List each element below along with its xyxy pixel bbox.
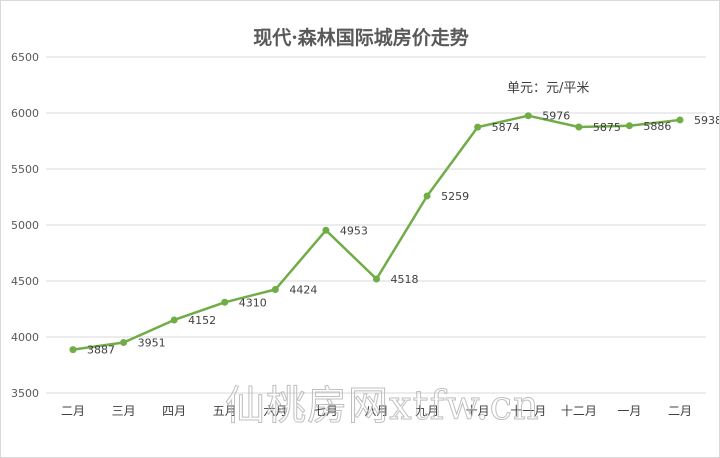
data-label: 4152 xyxy=(188,314,216,327)
x-tick-label: 八月 xyxy=(364,404,388,418)
x-tick-label: 四月 xyxy=(162,404,186,418)
x-tick-label: 十一月 xyxy=(510,404,546,418)
x-tick-label: 十月 xyxy=(466,404,490,418)
data-point xyxy=(221,298,229,306)
data-label: 5259 xyxy=(441,190,469,203)
data-label: 4518 xyxy=(391,273,419,286)
x-tick-label: 九月 xyxy=(415,404,439,418)
x-tick-label: 二月 xyxy=(668,404,692,418)
watermark: 仙桃房网xtfw.cn xyxy=(225,383,540,430)
y-tick-label: 4500 xyxy=(11,275,39,288)
data-label: 4310 xyxy=(239,296,267,309)
y-tick-label: 3500 xyxy=(11,387,39,400)
data-label: 4424 xyxy=(289,284,317,297)
x-tick-label: 三月 xyxy=(112,404,136,418)
data-label: 5875 xyxy=(593,121,621,134)
data-point xyxy=(625,122,633,130)
series-line xyxy=(72,114,681,351)
chart-title: 现代·森林国际城房价走势 xyxy=(253,27,469,49)
data-point xyxy=(170,316,178,324)
data-point xyxy=(474,123,482,131)
data-point xyxy=(322,226,330,234)
unit-label: 单元：元/平米 xyxy=(507,81,590,96)
data-label: 5976 xyxy=(542,110,570,123)
data-point xyxy=(271,286,279,294)
y-tick-label: 4000 xyxy=(11,331,39,344)
x-tick-label: 七月 xyxy=(314,404,338,418)
data-point xyxy=(69,346,77,354)
y-tick-label: 6500 xyxy=(11,51,39,64)
x-tick-label: 六月 xyxy=(263,404,287,418)
y-tick-label: 6000 xyxy=(11,107,39,120)
data-point xyxy=(676,116,684,124)
data-label: 3887 xyxy=(87,344,115,357)
data-label: 4953 xyxy=(340,224,368,237)
data-point xyxy=(524,112,532,120)
x-tick-label: 一月 xyxy=(617,404,641,418)
data-label: 5886 xyxy=(643,120,671,133)
data-point xyxy=(575,123,583,131)
y-tick-label: 5000 xyxy=(11,219,39,232)
x-tick-label: 五月 xyxy=(213,404,237,418)
data-label: 3951 xyxy=(138,336,166,349)
x-tick-label: 十二月 xyxy=(561,404,597,418)
data-point xyxy=(423,192,431,200)
data-point xyxy=(120,338,128,346)
x-tick-label: 二月 xyxy=(61,404,85,418)
data-label: 5938 xyxy=(694,114,720,127)
data-label: 5874 xyxy=(492,121,520,134)
data-point xyxy=(373,275,380,283)
y-tick-label: 5500 xyxy=(11,163,39,176)
